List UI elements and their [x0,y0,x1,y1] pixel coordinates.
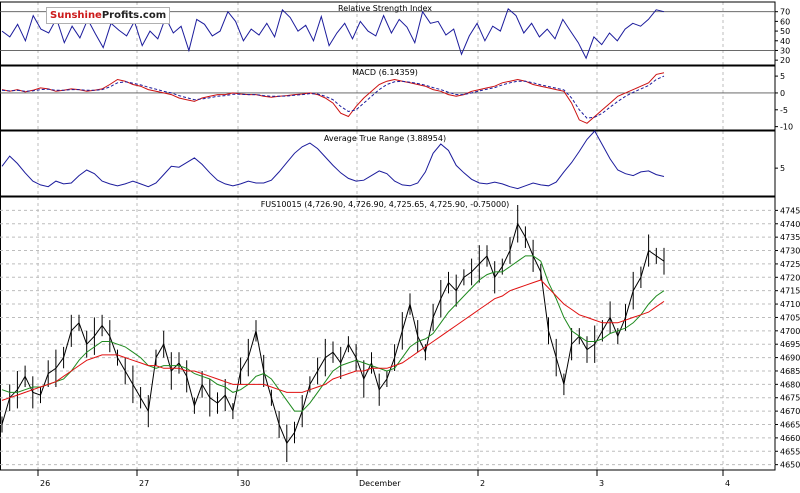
series-line [1,255,665,412]
series-line [1,75,665,119]
panel-title: Relative Strength Index [338,4,432,13]
y-tick-label: 50 [780,27,790,36]
x-tick-label: 30 [240,479,250,488]
y-tick-label: 4685 [780,367,800,376]
y-tick-label: 4670 [780,407,800,416]
series-line [1,130,665,190]
panel-frame [0,130,776,197]
x-tick-label: 3 [599,479,604,488]
y-tick-label: 4655 [780,447,800,456]
x-tick-label: 2 [480,479,485,488]
logo-part2: Profits.com [101,10,167,21]
x-tick-label: 27 [139,479,149,488]
y-tick-label: 30 [780,46,790,55]
y-tick-label: 4715 [780,287,800,296]
x-tick-label: December [359,479,401,488]
y-tick-label: 20 [780,56,790,65]
y-tick-label: 4690 [780,354,800,363]
y-tick-label: 40 [780,37,790,46]
series-line [1,279,665,401]
y-tick-label: 5 [780,164,785,173]
panel-title: FUS10015 (4,726.90, 4,726.90, 4,725.65, … [261,200,510,209]
y-tick-label: 4700 [780,327,800,336]
panel-frame [0,196,776,471]
series-line [1,7,665,60]
series-line [1,72,665,124]
y-tick-label: 4745 [780,206,800,215]
y-tick-label: 4705 [780,313,800,322]
y-tick-label: 4660 [780,434,800,443]
panel-frame [0,1,776,66]
y-tick-label: 4695 [780,340,800,349]
y-tick-label: 4735 [780,233,800,242]
panel-title: Average True Range (3.88954) [324,134,446,143]
x-tick-label: 26 [40,479,50,488]
y-tick-label: 4665 [780,421,800,430]
y-tick-label: 4710 [780,300,800,309]
series-line [1,222,665,445]
y-tick-label: 4680 [780,380,800,389]
logo-part1: Sunshine [50,10,102,21]
y-tick-label: -10 [780,123,793,132]
y-tick-label: 0 [780,89,785,98]
y-tick-label: -5 [780,106,788,115]
y-tick-label: 4730 [780,247,800,256]
y-tick-label: 70 [780,8,790,17]
sunshine-profits-logo: SunshineProfits.com [46,7,171,24]
y-tick-label: 4740 [780,220,800,229]
y-tick-label: 5 [780,72,785,81]
x-tick-label: 4 [725,479,730,488]
y-tick-label: 4650 [780,461,800,470]
y-tick-label: 60 [780,17,790,26]
panel-title: MACD (6.14359) [352,68,418,77]
y-tick-label: 4675 [780,394,800,403]
panel-frame [0,65,776,131]
y-tick-label: 4725 [780,260,800,269]
y-tick-label: 4720 [780,273,800,282]
